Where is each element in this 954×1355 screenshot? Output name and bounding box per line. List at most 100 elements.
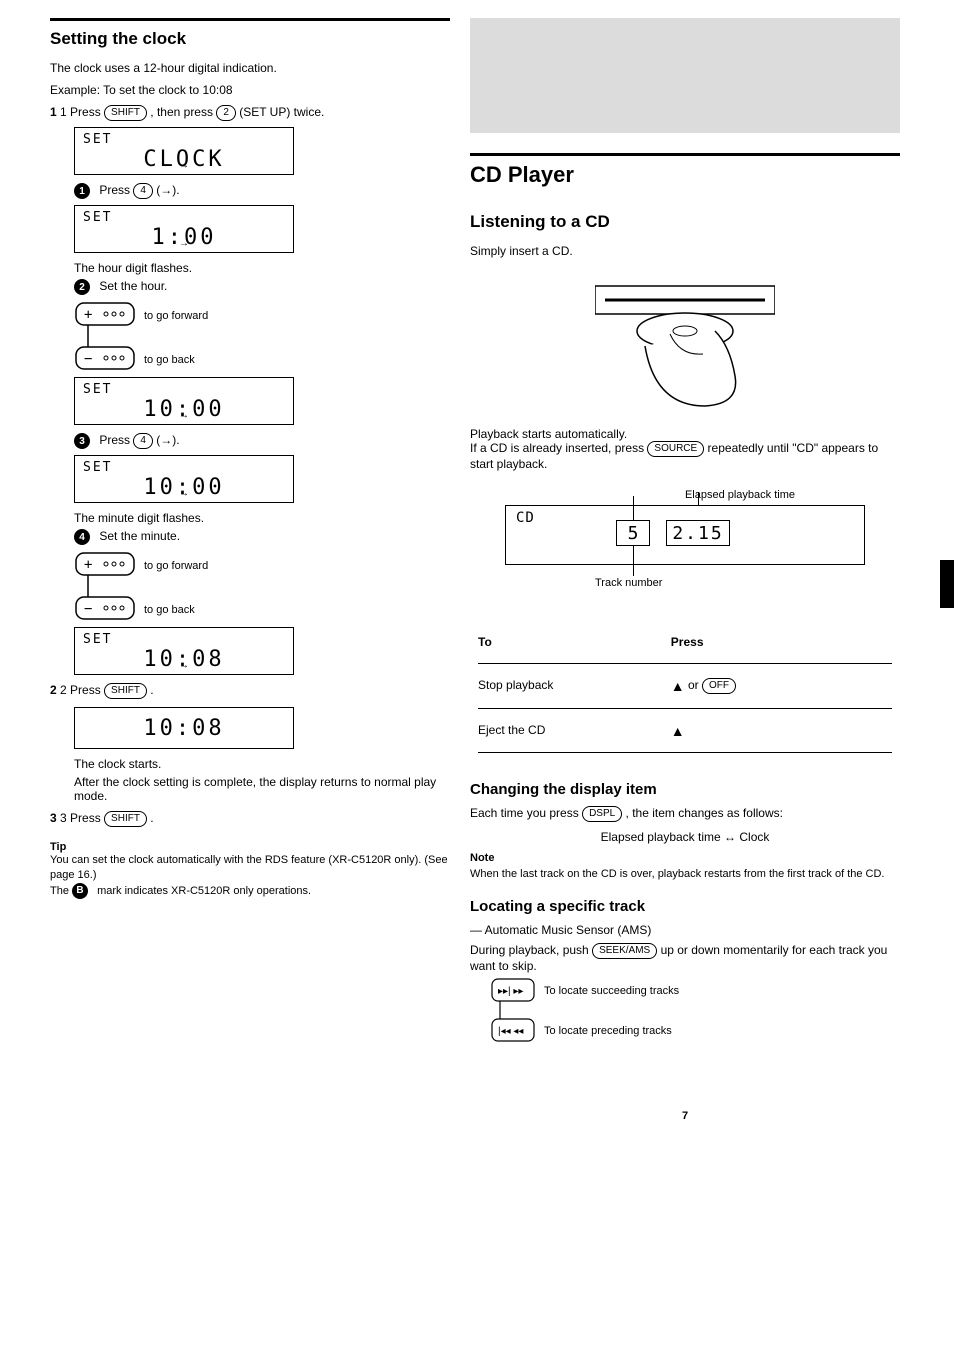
eject-icon-2[interactable]: ▲	[671, 724, 685, 738]
after-insert-b-1: If a CD is already inserted, press	[470, 441, 647, 455]
sub-3-num: 3	[74, 433, 90, 449]
four-button[interactable]: 4	[133, 183, 153, 199]
change-seq-arrow: ↔	[724, 830, 736, 844]
step-2-line: 2 2 Press SHIFT .	[50, 683, 450, 699]
anno-top: Elapsed playback time	[505, 489, 865, 501]
heading-listening: Listening to a CD	[470, 212, 900, 232]
anno-line-2	[698, 492, 699, 506]
svg-text:To locate preceding tracks: To locate preceding tracks	[544, 1025, 672, 1037]
tip-body-a: You can set the clock automatically with…	[50, 853, 450, 883]
dspl-button[interactable]: DSPL	[582, 806, 622, 822]
svg-text:|◂◂ ◂◂: |◂◂ ◂◂	[498, 1026, 523, 1037]
svg-text:−: −	[84, 601, 92, 617]
step-3-num: 3	[50, 811, 57, 825]
lcd-clock: SET CLOCK →	[74, 127, 294, 175]
sub-1: 1 Press 4 (→).	[50, 183, 450, 199]
sub-3-text-a: Press	[99, 433, 133, 447]
off-button[interactable]: OFF	[702, 678, 736, 694]
rocker-2: + to go forward − to go back	[74, 551, 450, 621]
sub-1-text-c: ).	[172, 183, 179, 197]
step-3-text-a: 3 Press	[60, 811, 104, 825]
sub-3-note: The minute digit flashes.	[50, 511, 450, 525]
step-1-line: 1 1 Press SHIFT , then press 2 (SET UP) …	[50, 105, 450, 121]
tip-b-1: The	[50, 885, 72, 897]
lcd-final: 10:08	[74, 707, 294, 749]
seek-ams-button[interactable]: SEEK/AMS	[592, 943, 657, 959]
lcd-1000: SET 10:00 →	[74, 377, 294, 425]
row2-c2: ▲	[665, 719, 898, 742]
step-2-after: After the clock setting is complete, the…	[50, 775, 450, 803]
seek-rocker: ▸▸| ▸▸ To locate succeeding tracks |◂◂ ◂…	[490, 977, 900, 1050]
page-edge-tab	[940, 560, 954, 608]
lcd-set-4: SET	[83, 460, 112, 475]
table-rule-2	[478, 708, 892, 709]
sub-4: 4 Set the minute.	[50, 529, 450, 545]
b-icon: B	[72, 883, 88, 899]
tip-body-b: The B mark indicates XR-C5120R only oper…	[50, 883, 450, 899]
lcd-main-6: 10:08	[143, 716, 224, 741]
eject-icon[interactable]: ▲	[671, 679, 685, 693]
after-insert-b: If a CD is already inserted, press SOURC…	[470, 441, 900, 471]
sub-3: 3 Press 4 (→).	[50, 433, 450, 449]
gray-header-box	[470, 18, 900, 133]
change-body-b: , the item changes as follows:	[626, 806, 783, 820]
locate-body-a: During playback, push	[470, 943, 592, 957]
anno-line-1	[633, 496, 634, 520]
lcd-set-5: SET	[83, 632, 112, 647]
step-1-text-a: 1 Press	[60, 105, 104, 119]
insert-text: Simply insert a CD.	[470, 244, 900, 258]
step-3-line: 3 3 Press SHIFT .	[50, 811, 450, 827]
sub-3-text-c: ).	[172, 433, 179, 447]
after-insert-a: Playback starts automatically.	[470, 427, 900, 441]
shift-button[interactable]: SHIFT	[104, 105, 147, 121]
svg-text:+: +	[84, 557, 92, 573]
note-label-text: Note	[470, 852, 494, 864]
step-2-num: 2	[50, 683, 57, 697]
svg-text:−: −	[84, 351, 92, 367]
step-1-text-b: , then press	[150, 105, 216, 119]
sub-1-note: The hour digit flashes.	[50, 261, 450, 275]
table-rule-3	[478, 752, 892, 753]
lcd-arrow-1: →	[179, 160, 189, 171]
change-body: Each time you press DSPL , the item chan…	[470, 806, 900, 822]
lcd-arrow-5: →	[179, 660, 189, 671]
cd-label: CD	[516, 510, 535, 526]
step-1-text-c: (SET UP) twice.	[239, 105, 324, 119]
cd-lcd: CD 5 2.15	[505, 505, 865, 565]
control-table: To Press Stop playback ▲ or OFF Eject th…	[470, 629, 900, 763]
row2-c1: Eject the CD	[472, 719, 663, 742]
note-body: When the last track on the CD is over, p…	[470, 868, 900, 880]
tip-b-2: mark indicates XR-C5120R only operations…	[97, 885, 311, 897]
lcd-100: SET 1:00 →	[74, 205, 294, 253]
change-seq-a: Elapsed playback time	[601, 830, 724, 844]
row1-or: or	[688, 678, 702, 692]
step-3-text-b: .	[150, 811, 153, 825]
shift-button-2[interactable]: SHIFT	[104, 683, 147, 699]
heading-locating: Locating a specific track	[470, 898, 900, 915]
sub-1-text-a: Press	[99, 183, 133, 197]
lcd-set-3: SET	[83, 382, 112, 397]
rocker-fwd-label: to go forward	[144, 310, 208, 322]
sub-4-num: 4	[74, 529, 90, 545]
change-seq: Elapsed playback time ↔ Clock	[470, 830, 900, 844]
lcd-set-1: SET	[83, 132, 112, 147]
track-box: 5	[616, 520, 650, 546]
time-box: 2.15	[666, 520, 730, 546]
cd-insert-illustration	[470, 276, 900, 419]
tip-label: Tip	[50, 841, 450, 853]
four-button-2[interactable]: 4	[133, 433, 153, 449]
source-button[interactable]: SOURCE	[647, 441, 704, 457]
two-button[interactable]: 2	[216, 105, 236, 121]
locate-body: During playback, push SEEK/AMS up or dow…	[470, 943, 900, 973]
row1-c1: Stop playback	[472, 674, 663, 698]
lcd-final-note: The clock starts.	[50, 757, 450, 771]
step-2-text-b: .	[150, 683, 153, 697]
svg-text:To locate succeeding tracks: To locate succeeding tracks	[544, 985, 680, 997]
rocker-1: + to go forward − to go back	[74, 301, 450, 371]
lcd-1008: SET 10:08 →	[74, 627, 294, 675]
sub-1-num: 1	[74, 183, 90, 199]
step-2-text-a: 2 Press	[60, 683, 104, 697]
row1-c2: ▲ or OFF	[665, 674, 898, 698]
shift-button-3[interactable]: SHIFT	[104, 811, 147, 827]
intro-1: The clock uses a 12-hour digital indicat…	[50, 61, 450, 75]
